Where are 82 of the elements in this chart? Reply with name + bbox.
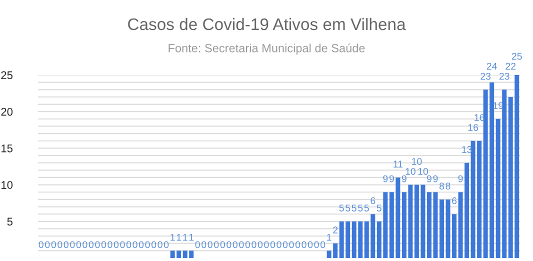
- data-label: 22: [506, 62, 516, 70]
- data-label: 0: [302, 241, 306, 248]
- data-label: 8: [446, 182, 450, 190]
- data-label: 0: [208, 241, 212, 248]
- data-label: 0: [95, 241, 100, 248]
- data-label: 1: [189, 234, 194, 241]
- data-label: 1: [170, 234, 175, 241]
- data-label: 0: [82, 241, 88, 248]
- data-label: 9: [426, 175, 432, 182]
- data-label: 0: [64, 241, 68, 248]
- data-label: 16: [468, 124, 478, 131]
- data-label: 10: [406, 168, 416, 175]
- data-label: 0: [258, 241, 263, 248]
- data-label: 5: [364, 204, 369, 212]
- data-label: 0: [308, 241, 313, 248]
- data-label: 0: [232, 241, 238, 248]
- data-label: 8: [439, 182, 444, 190]
- data-label: 0: [282, 241, 288, 248]
- data-label: 24: [486, 62, 497, 70]
- data-label: 0: [138, 241, 144, 248]
- y-tick-label: 15: [1, 144, 13, 152]
- data-label: 0: [145, 241, 150, 248]
- data-label: 0: [295, 241, 300, 248]
- data-label: 9: [383, 175, 388, 182]
- data-label: 0: [226, 241, 232, 248]
- data-label: 11: [394, 160, 403, 168]
- data-label: 9: [389, 175, 394, 182]
- data-label: 5: [352, 204, 356, 212]
- data-label: 0: [88, 241, 94, 248]
- data-label: 9: [433, 175, 438, 182]
- data-label: 0: [126, 241, 132, 248]
- data-label: 1: [327, 234, 332, 241]
- y-tick-label: 20: [1, 108, 13, 116]
- data-label: 1: [183, 234, 188, 241]
- y-tick-label: 5: [7, 218, 13, 226]
- data-label: 0: [202, 241, 206, 248]
- data-label: 0: [132, 241, 138, 248]
- data-label: 6: [452, 197, 457, 204]
- data-label: 0: [270, 241, 276, 248]
- data-label: 0: [220, 241, 225, 248]
- data-label: 0: [76, 241, 82, 248]
- data-label: 0: [164, 241, 169, 248]
- data-label: 0: [51, 241, 56, 248]
- data-label: 10: [412, 158, 422, 165]
- data-label: 0: [38, 241, 44, 248]
- data-label: 5: [358, 204, 363, 212]
- data-label: 0: [101, 241, 106, 248]
- data-label: 0: [108, 241, 112, 248]
- data-label: 0: [245, 241, 250, 248]
- data-label: 0: [45, 241, 50, 248]
- data-label: 0: [151, 241, 156, 248]
- data-label: 10: [418, 168, 428, 175]
- data-label: 5: [376, 204, 382, 212]
- data-label: 0: [320, 241, 326, 248]
- chart-subtitle: Fonte: Secretaria Municipal de Saúde: [168, 44, 365, 55]
- chart-title: Casos de Covid-19 Ativos em Vilhena: [128, 18, 406, 30]
- data-label: 0: [276, 241, 282, 248]
- data-label: 0: [114, 241, 119, 248]
- data-label: 23: [480, 72, 491, 80]
- data-label: 0: [252, 241, 256, 248]
- data-label: 0: [158, 241, 162, 248]
- data-label: 0: [195, 241, 200, 248]
- data-label: 5: [346, 204, 350, 212]
- data-label: 25: [512, 52, 522, 60]
- data-label: 0: [264, 241, 269, 248]
- data-label: 9: [458, 175, 463, 182]
- y-tick-label: 10: [1, 181, 13, 189]
- bar: [440, 199, 444, 258]
- data-label: 0: [214, 241, 219, 248]
- data-label: 0: [239, 241, 244, 248]
- data-label: 9: [402, 175, 406, 182]
- data-label: 5: [339, 204, 344, 212]
- data-label: 0: [314, 241, 319, 248]
- data-label: 23: [499, 72, 510, 80]
- data-label: 0: [58, 241, 62, 248]
- data-label: 6: [370, 197, 376, 204]
- y-tick-label: 25: [1, 71, 13, 80]
- data-label: 1: [176, 234, 182, 241]
- data-label: 0: [120, 241, 125, 248]
- data-label: 0: [289, 241, 294, 248]
- data-label: 0: [70, 241, 75, 248]
- data-label: 2: [333, 226, 338, 234]
